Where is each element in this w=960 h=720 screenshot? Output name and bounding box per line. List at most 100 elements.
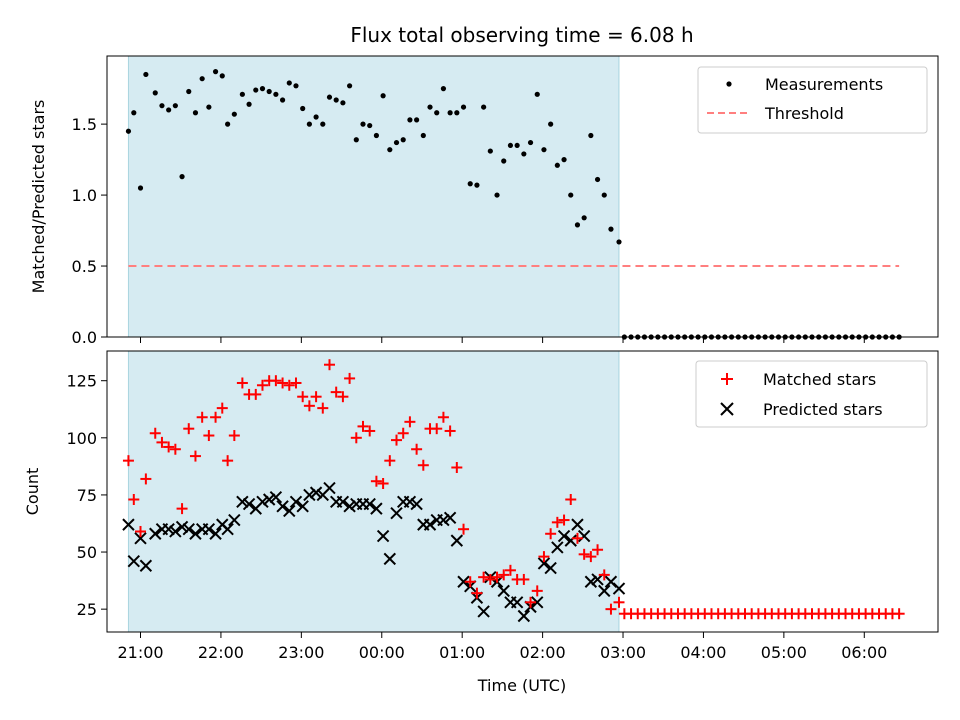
matched-star-point xyxy=(323,359,335,371)
measurement-point xyxy=(548,121,554,127)
bottom-y-tick-label: 125 xyxy=(66,372,97,391)
bottom-x-tick-label: 02:00 xyxy=(520,643,566,662)
measurement-point xyxy=(581,215,587,221)
predicted-star-point xyxy=(336,495,350,508)
measurement-point xyxy=(206,104,212,110)
matched-star-point xyxy=(565,493,577,505)
matched-star-point xyxy=(183,423,195,435)
predicted-star-point xyxy=(510,596,524,609)
matched-star-point xyxy=(525,596,537,608)
measurement-point xyxy=(373,132,380,139)
bottom-axes-frame xyxy=(106,350,939,633)
matched-star-point xyxy=(122,455,134,467)
measurement-point xyxy=(239,91,245,97)
measurement-point xyxy=(125,128,132,134)
matched-star-point xyxy=(196,411,208,423)
matched-star-point xyxy=(350,432,362,444)
matched-star-point xyxy=(545,528,557,540)
matched-star-point xyxy=(357,420,369,432)
predicted-star-point xyxy=(139,559,153,572)
matched-star-point xyxy=(149,427,161,439)
bottom-x-tick-label: 21:00 xyxy=(117,643,163,662)
measurement-point xyxy=(608,226,614,232)
legend-threshold-label: Threshold xyxy=(764,104,844,123)
predicted-star-point xyxy=(122,518,135,531)
matched-star-point xyxy=(498,569,510,581)
predicted-star-point xyxy=(564,534,577,547)
legend-predicted-marker xyxy=(720,402,734,416)
measurement-point xyxy=(219,73,225,79)
matched-star-point xyxy=(551,516,563,528)
predicted-star-point xyxy=(162,522,175,536)
measurement-point xyxy=(588,132,594,139)
bottom-y-tick-label: 75 xyxy=(77,486,97,505)
predicted-star-point xyxy=(437,513,450,527)
bottom-panel: 25 50 75 100 125 21:00 22:00 23:00 00:00 01:00 02… xyxy=(23,350,939,695)
chart-title: Flux total observing time = 6.08 h xyxy=(350,23,693,47)
matched-star-point xyxy=(256,379,268,391)
measurement-point xyxy=(380,93,386,99)
matched-star-point xyxy=(437,411,449,423)
top-axes-frame xyxy=(106,55,939,338)
predicted-star-point xyxy=(410,497,423,511)
matched-stars-points xyxy=(122,359,905,620)
bottom-x-tick-label: 23:00 xyxy=(278,643,324,662)
matched-star-point xyxy=(203,430,215,442)
predicted-star-point xyxy=(612,582,626,595)
predicted-star-point xyxy=(134,532,147,545)
matched-star-point xyxy=(163,441,175,453)
matched-star-point xyxy=(310,391,322,403)
measurement-point xyxy=(601,192,607,198)
measurement-point xyxy=(326,94,333,100)
top-y-tick-label: 1.0 xyxy=(72,186,97,205)
predicted-star-point xyxy=(149,527,162,540)
predicted-star-point xyxy=(477,605,490,618)
measurement-point xyxy=(454,110,460,116)
measurement-point xyxy=(387,147,393,153)
matched-star-point xyxy=(518,573,530,585)
matched-star-point xyxy=(397,427,409,439)
bottom-x-tick-label: 22:00 xyxy=(198,643,244,662)
matched-star-point xyxy=(283,379,295,391)
top-legend-box xyxy=(697,66,928,134)
matched-star-point xyxy=(210,411,222,423)
measurement-point xyxy=(414,117,420,123)
matched-star-point xyxy=(411,443,423,455)
matched-star-point xyxy=(135,525,147,537)
measurement-point xyxy=(340,100,346,106)
predicted-star-point xyxy=(557,529,571,543)
bottom-y-axis-label: Count xyxy=(23,468,42,516)
predicted-star-point xyxy=(457,575,470,588)
measurement-point xyxy=(501,158,507,164)
matched-star-point xyxy=(571,532,583,544)
matched-star-point xyxy=(303,400,315,412)
matched-star-point xyxy=(317,402,329,414)
predicted-star-point xyxy=(537,557,551,570)
matched-star-point xyxy=(893,608,905,620)
bottom-x-tick-label: 01:00 xyxy=(439,643,485,662)
matched-star-point xyxy=(250,388,262,400)
measurement-point xyxy=(507,142,514,149)
matched-star-point xyxy=(491,571,503,583)
measurement-point xyxy=(266,88,272,95)
top-y-tick-label: 0.0 xyxy=(72,328,97,347)
predicted-star-point xyxy=(127,554,141,568)
bottom-x-tick-label: 00:00 xyxy=(359,643,405,662)
measurement-point xyxy=(143,71,149,78)
predicted-star-point xyxy=(531,596,544,609)
bottom-x-tick-label: 03:00 xyxy=(600,643,646,662)
measurement-point xyxy=(460,104,467,110)
predicted-star-point xyxy=(443,511,457,524)
matched-star-point xyxy=(364,425,376,437)
matched-star-point xyxy=(558,514,570,526)
measurement-point xyxy=(152,90,158,96)
measurement-point xyxy=(481,104,487,110)
predicted-star-point xyxy=(497,584,510,598)
measurement-point xyxy=(353,137,359,143)
matched-star-point xyxy=(297,391,309,403)
legend-measurements-label: Measurements xyxy=(765,75,883,94)
bottom-legend-box xyxy=(695,360,928,428)
measurement-point xyxy=(400,137,406,143)
measurement-point xyxy=(179,174,185,180)
bottom-legend: Matched stars Predicted stars xyxy=(695,360,928,428)
